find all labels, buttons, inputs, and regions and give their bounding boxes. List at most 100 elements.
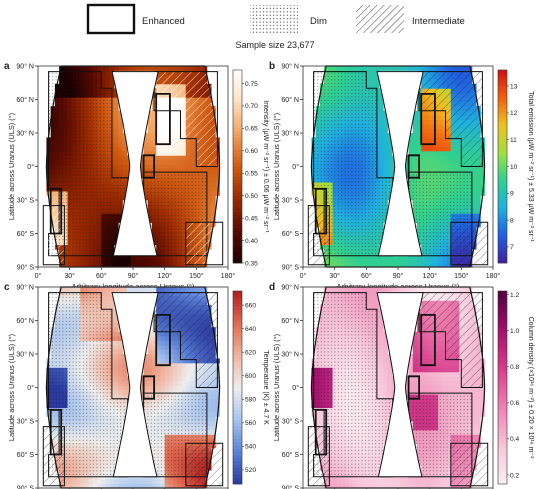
heatmap-cell <box>152 150 157 156</box>
heatmap-cell <box>480 182 485 187</box>
heatmap-cell <box>425 258 431 263</box>
heatmap-cell <box>421 164 426 170</box>
heatmap-cell <box>181 146 187 152</box>
colorbar-segment <box>233 348 242 353</box>
colorbar-segment <box>498 172 507 177</box>
heatmap-cell <box>455 168 460 174</box>
heatmap-cell <box>105 304 111 310</box>
region-intermediate <box>185 442 224 487</box>
heatmap-cell <box>332 258 338 263</box>
heatmap-cell <box>164 483 170 489</box>
heatmap-cell <box>168 358 174 364</box>
heatmap-cell <box>122 168 128 174</box>
colorbar-segment <box>233 118 242 122</box>
colorbar-segment <box>233 214 242 219</box>
colorbar-segment <box>233 316 242 321</box>
y-tick-label: 90° N <box>16 63 34 71</box>
heatmap-cell <box>160 336 166 341</box>
heatmap-cell <box>135 66 140 71</box>
heatmap-cell <box>429 137 435 143</box>
heatmap-cell <box>190 367 195 373</box>
heatmap-cell <box>206 438 212 444</box>
heatmap-cell <box>471 213 477 219</box>
heatmap-cell <box>173 133 178 138</box>
heatmap-cell <box>177 150 182 156</box>
colorbar-segment <box>233 332 242 337</box>
heatmap-cell <box>63 66 68 71</box>
heatmap-cell <box>383 146 388 152</box>
colorbar-segment <box>233 121 242 125</box>
colorbar-segment <box>233 82 242 87</box>
heatmap-cell <box>160 119 166 125</box>
heatmap-cell <box>429 119 435 125</box>
heatmap-cell <box>152 331 157 337</box>
heatmap-cell <box>215 168 220 174</box>
heatmap-cell <box>156 287 161 292</box>
heatmap-cell <box>429 159 435 165</box>
colorbar-segment <box>233 310 242 314</box>
heatmap-cell <box>391 258 397 263</box>
heatmap-cell <box>450 164 456 170</box>
heatmap-cell <box>450 141 456 147</box>
heatmap-cell <box>417 258 422 263</box>
region-enhanced <box>420 93 436 146</box>
heatmap-cell <box>54 416 60 422</box>
heatmap-cell <box>168 262 174 268</box>
heatmap-cell <box>147 340 153 346</box>
heatmap-cell <box>143 258 149 263</box>
heatmap-cell <box>88 287 94 292</box>
heatmap-cell <box>164 164 170 170</box>
heatmap-cell <box>114 389 119 395</box>
y-tick-label: 90° N <box>16 284 34 292</box>
heatmap-cell <box>412 168 418 174</box>
heatmap-cell <box>459 168 464 174</box>
heatmap-cell <box>417 124 422 129</box>
colorbar-tick-label: 0.65 <box>245 126 258 133</box>
heatmap-cell <box>190 371 195 377</box>
heatmap-cell <box>206 191 212 196</box>
heatmap-cell <box>156 262 161 268</box>
region-intermediate <box>450 221 489 266</box>
heatmap-cell <box>105 295 111 301</box>
heatmap-cell <box>156 354 161 359</box>
heatmap-cell <box>164 349 170 355</box>
heatmap-cell <box>114 155 119 161</box>
heatmap-cell <box>122 66 128 71</box>
colorbar-segment <box>233 393 242 398</box>
heatmap-cell <box>114 385 119 391</box>
heatmap-cell <box>417 262 422 268</box>
heatmap-cell <box>114 146 119 152</box>
heatmap-cell <box>185 168 191 174</box>
heatmap-cell <box>366 70 371 76</box>
heatmap-cell <box>147 287 153 292</box>
heatmap-cell <box>374 74 380 80</box>
heatmap-cell <box>433 115 439 120</box>
heatmap-cell <box>164 389 170 395</box>
heatmap-cell <box>164 137 170 143</box>
colorbar-segment <box>233 371 242 375</box>
heatmap-cell <box>126 483 132 489</box>
heatmap-cell <box>147 376 153 382</box>
heatmap-cell <box>353 66 359 71</box>
heatmap-cell <box>101 262 106 268</box>
colorbar-segment <box>498 160 507 164</box>
x-tick-label: 0° <box>300 272 307 280</box>
sample-size: Sample size 23,677 <box>235 40 314 50</box>
heatmap-cell <box>412 137 418 143</box>
heatmap-cell <box>109 300 115 306</box>
y-axis-label: Latitude across Uranus (ULS) (°) <box>272 113 281 220</box>
heatmap-cell <box>425 66 431 71</box>
heatmap-cell <box>168 336 174 341</box>
heatmap-cell <box>442 150 447 156</box>
heatmap-cell <box>152 262 157 268</box>
heatmap-cell <box>370 74 376 80</box>
colorbar-segment <box>233 217 242 222</box>
colorbar-tick-label: 8 <box>510 217 514 224</box>
heatmap-cell <box>122 376 128 382</box>
heatmap-cell <box>211 438 216 444</box>
heatmap-cell <box>118 349 123 355</box>
heatmap-cell <box>114 115 119 120</box>
colorbar-tick-label: 9 <box>510 191 514 198</box>
colorbar-label: Intensity (μW m⁻² sr⁻¹) ± 0.06 μW m⁻² sr… <box>262 100 269 233</box>
heatmap-cell <box>156 155 161 161</box>
